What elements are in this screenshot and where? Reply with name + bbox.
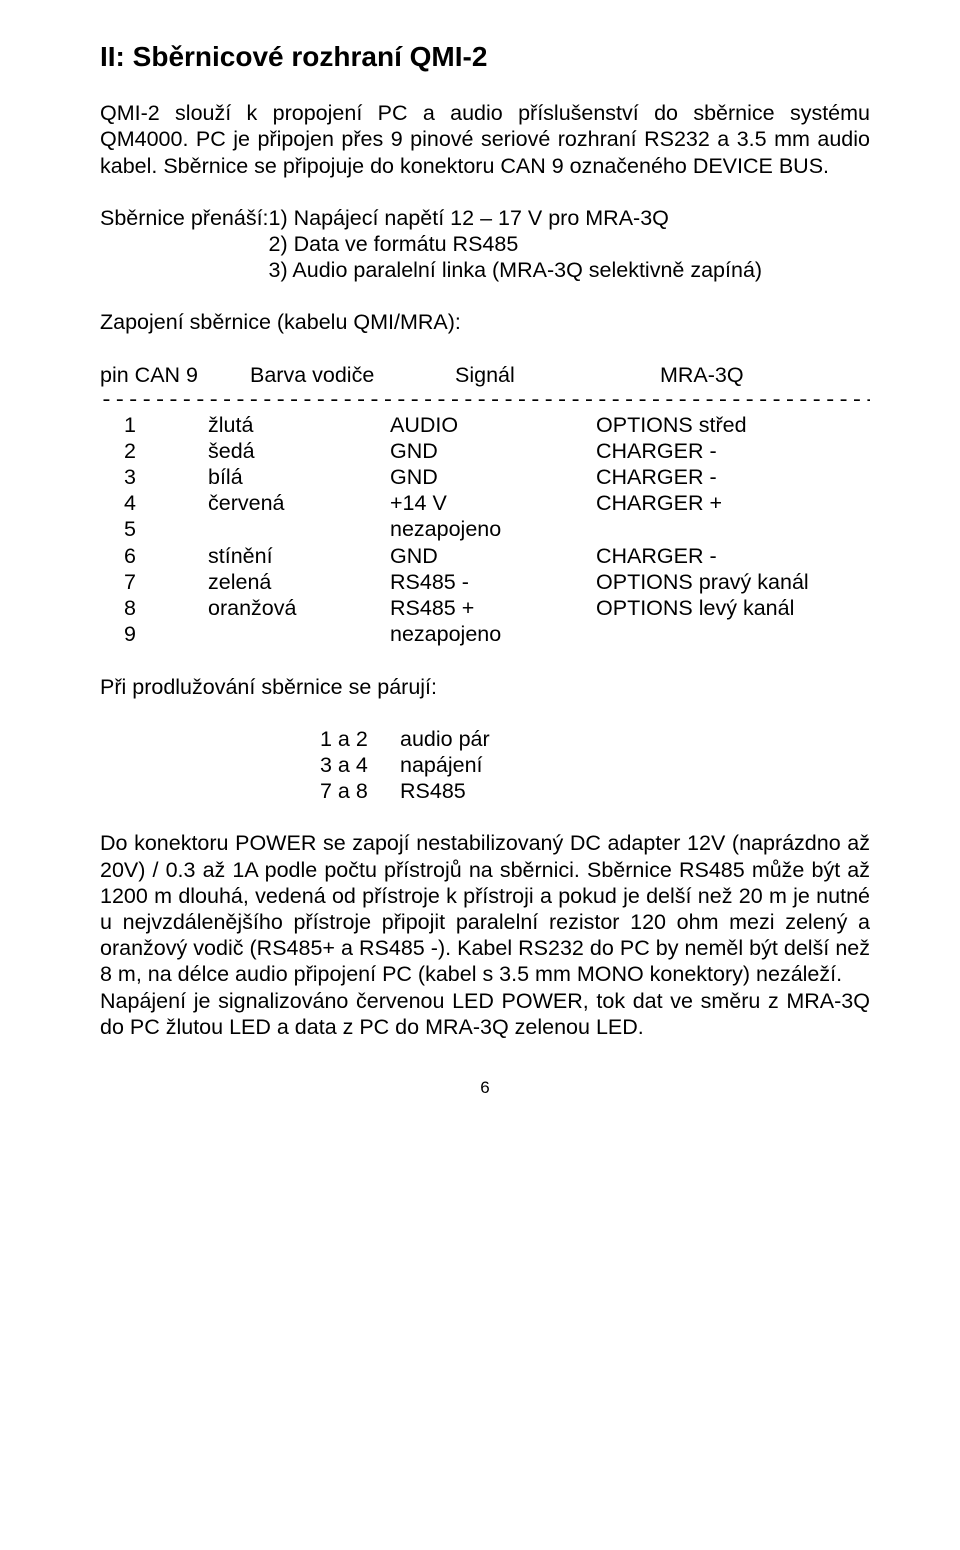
table-divider: ----------------------------------------… — [100, 388, 870, 412]
cell-signal: RS485 - — [380, 569, 550, 595]
cell-color: červená — [160, 490, 380, 516]
table-body: 1žlutáAUDIOOPTIONS střed2šedáGNDCHARGER … — [100, 412, 870, 648]
cell-signal: GND — [380, 438, 550, 464]
table-header: pin CAN 9 Barva vodiče Signál MRA-3Q — [100, 362, 870, 388]
pairing-block: Při prodlužování sběrnice se párují: 1 a… — [100, 674, 870, 805]
col-color: Barva vodiče — [250, 362, 455, 388]
power-paragraph: Do konektoru POWER se zapojí nestabilizo… — [100, 830, 870, 987]
cell-signal: AUDIO — [380, 412, 550, 438]
cell-signal: GND — [380, 543, 550, 569]
table-row: 7zelenáRS485 -OPTIONS pravý kanál — [100, 569, 870, 595]
table-row: 2šedáGNDCHARGER - — [100, 438, 870, 464]
pair-pins: 1 a 2 — [320, 726, 400, 752]
bus-transfer-block: Sběrnice přenáší: 1) Napájecí napětí 12 … — [100, 205, 870, 284]
pair-row: 7 a 8RS485 — [320, 778, 870, 804]
cell-mra: OPTIONS pravý kanál — [550, 569, 870, 595]
cell-color: šedá — [160, 438, 380, 464]
pair-pins: 3 a 4 — [320, 752, 400, 778]
cell-pin: 9 — [100, 621, 160, 647]
pair-pins: 7 a 8 — [320, 778, 400, 804]
col-signal: Signál — [455, 362, 660, 388]
page-number: 6 — [100, 1078, 870, 1099]
pair-desc: audio pár — [400, 726, 490, 752]
cell-color: oranžová — [160, 595, 380, 621]
table-row: 4červená+14 VCHARGER + — [100, 490, 870, 516]
bus-item-1: 1) Napájecí napětí 12 – 17 V pro MRA-3Q — [269, 205, 669, 231]
cell-color — [160, 621, 380, 647]
cell-pin: 3 — [100, 464, 160, 490]
cell-signal: +14 V — [380, 490, 550, 516]
cell-signal: RS485 + — [380, 595, 550, 621]
table-row: 1žlutáAUDIOOPTIONS střed — [100, 412, 870, 438]
pair-desc: RS485 — [400, 778, 466, 804]
cell-color: stínění — [160, 543, 380, 569]
cell-color — [160, 516, 380, 542]
cell-mra: OPTIONS levý kanál — [550, 595, 870, 621]
bus-item-3: 3) Audio paralelní linka (MRA-3Q selekti… — [269, 257, 763, 283]
pair-row: 3 a 4napájení — [320, 752, 870, 778]
cell-pin: 4 — [100, 490, 160, 516]
bus-item-2: 2) Data ve formátu RS485 — [269, 231, 519, 257]
intro-paragraph: QMI-2 slouží k propojení PC a audio přís… — [100, 100, 870, 179]
pair-desc: napájení — [400, 752, 483, 778]
table-row: 6stíněníGNDCHARGER - — [100, 543, 870, 569]
cell-signal: GND — [380, 464, 550, 490]
page-title: II: Sběrnicové rozhraní QMI-2 — [100, 40, 870, 74]
table-row: 3bíláGNDCHARGER - — [100, 464, 870, 490]
cell-color: zelená — [160, 569, 380, 595]
cell-pin: 8 — [100, 595, 160, 621]
cell-signal-wide: nezapojeno — [380, 516, 870, 542]
cell-pin: 6 — [100, 543, 160, 569]
cell-color: žlutá — [160, 412, 380, 438]
led-paragraph: Napájení je signalizováno červenou LED P… — [100, 988, 870, 1040]
cell-pin: 1 — [100, 412, 160, 438]
cell-pin: 2 — [100, 438, 160, 464]
cell-signal-wide: nezapojeno — [380, 621, 870, 647]
cell-mra: CHARGER + — [550, 490, 870, 516]
cell-mra: CHARGER - — [550, 543, 870, 569]
pair-row: 1 a 2audio pár — [320, 726, 870, 752]
pairing-list: 1 a 2audio pár3 a 4napájení7 a 8RS485 — [100, 726, 870, 805]
col-mra: MRA-3Q — [660, 362, 870, 388]
pairing-heading: Při prodlužování sběrnice se párují: — [100, 674, 870, 700]
cell-mra: CHARGER - — [550, 438, 870, 464]
table-row: 8oranžováRS485 +OPTIONS levý kanál — [100, 595, 870, 621]
wiring-heading: Zapojení sběrnice (kabelu QMI/MRA): — [100, 309, 870, 335]
table-row: 5 nezapojeno — [100, 516, 870, 542]
cell-mra: CHARGER - — [550, 464, 870, 490]
cell-pin: 5 — [100, 516, 160, 542]
cell-mra: OPTIONS střed — [550, 412, 870, 438]
cell-pin: 7 — [100, 569, 160, 595]
bus-label: Sběrnice přenáší: — [100, 205, 269, 231]
table-row: 9 nezapojeno — [100, 621, 870, 647]
col-pin: pin CAN 9 — [100, 362, 250, 388]
cell-color: bílá — [160, 464, 380, 490]
